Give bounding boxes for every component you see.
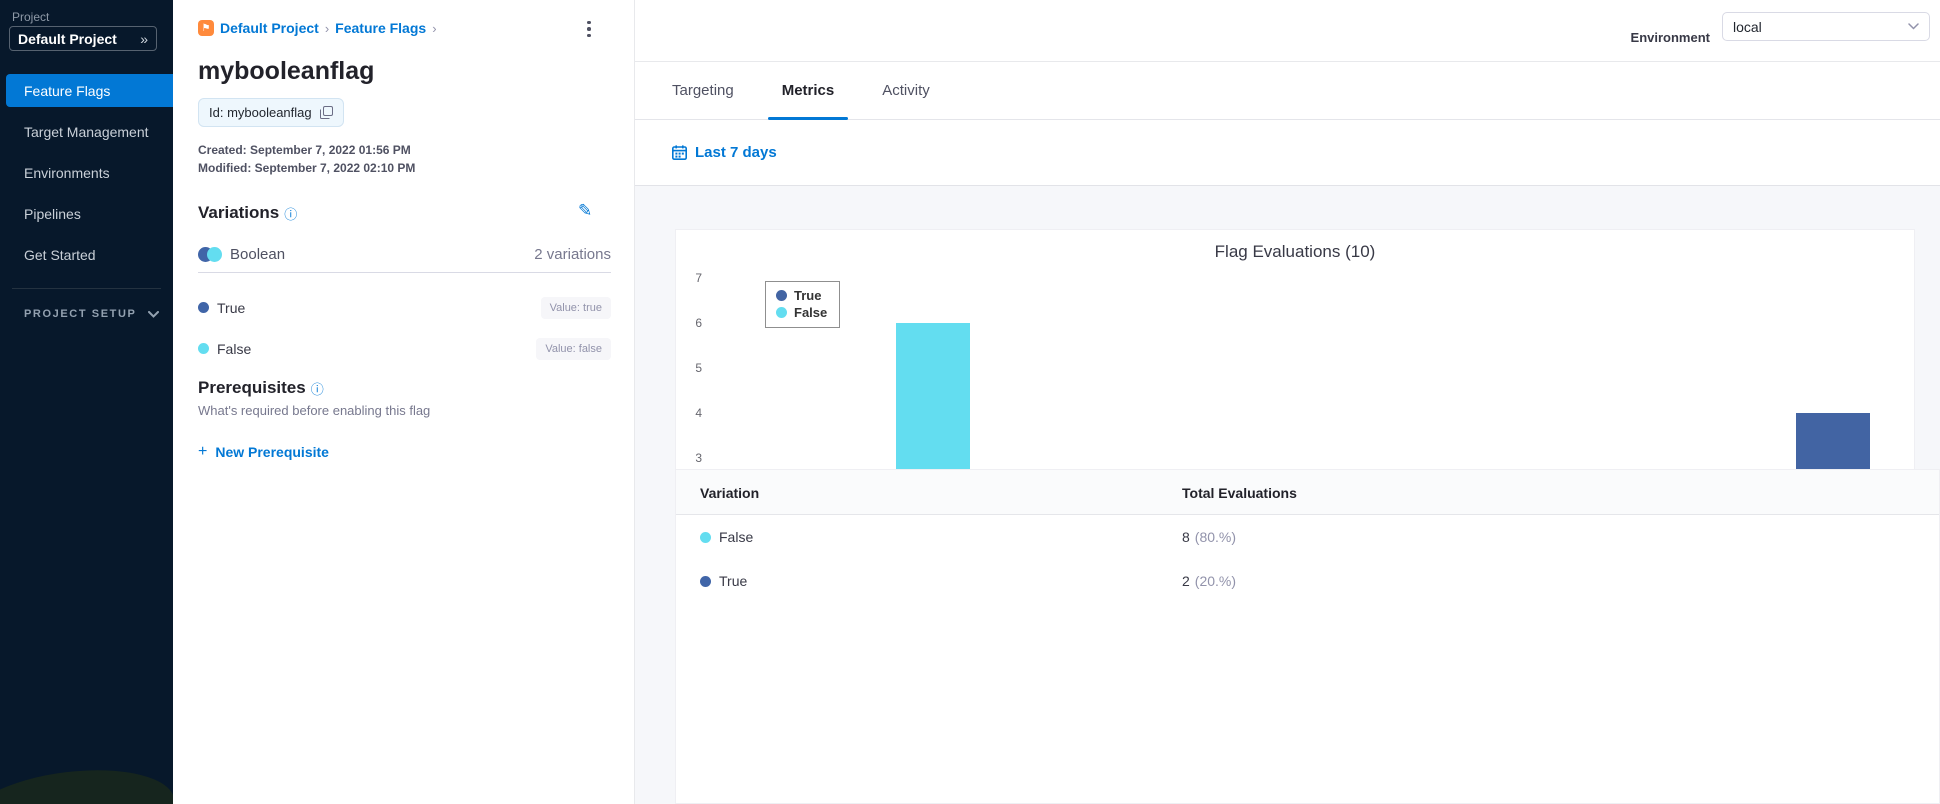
tab-targeting[interactable]: Targeting <box>672 82 734 99</box>
legend-dot <box>776 290 787 301</box>
variation-name: False <box>217 340 252 357</box>
sidebar-item-environments[interactable]: Environments <box>24 164 110 181</box>
sidebar-item-feature-flags[interactable]: Feature Flags <box>6 74 173 107</box>
info-icon[interactable]: ⓘ <box>310 381 324 397</box>
table-row-false: False 8 (80.%) <box>676 515 1939 559</box>
variation-color-dot <box>700 531 711 543</box>
y-axis-tick: 4 <box>695 406 702 420</box>
total-count: 2 <box>1182 573 1190 589</box>
environment-bar: Environment local <box>635 0 1940 62</box>
prerequisites-heading: Prerequisites <box>198 378 306 397</box>
sidebar-section-project-setup[interactable]: PROJECT SETUP <box>24 308 159 320</box>
flag-title: mybooleanflag <box>198 57 375 85</box>
prerequisites-description: What's required before enabling this fla… <box>198 403 431 418</box>
table-header-variation: Variation <box>700 484 760 501</box>
sidebar-item-target-management[interactable]: Target Management <box>24 123 149 140</box>
table-cell-total: 8 (80.%) <box>1182 515 1236 559</box>
legend-item-true[interactable]: True <box>776 287 827 304</box>
table-cell-variation: True <box>700 559 747 603</box>
variation-row-false: False Value: false <box>198 328 611 369</box>
breadcrumb-link-feature-flags[interactable]: Feature Flags <box>335 20 427 36</box>
project-selector-value: Default Project <box>18 30 117 47</box>
project-sidebar: Project Default Project » Feature Flags T… <box>0 0 173 804</box>
environment-select-value: local <box>1733 18 1762 35</box>
variation-color-dot <box>700 575 711 587</box>
variation-count: 2 variations <box>534 246 611 263</box>
sidebar-divider <box>12 288 161 289</box>
sidebar-nav: Feature Flags Target Management Environmen… <box>0 74 173 279</box>
y-axis-tick: 3 <box>695 451 702 465</box>
breadcrumb-link-project[interactable]: Default Project <box>220 20 319 36</box>
variation-row-true: True Value: true <box>198 287 611 328</box>
total-count: 8 <box>1182 529 1190 545</box>
sidebar-item-pipelines[interactable]: Pipelines <box>24 205 81 222</box>
metrics-region: Environment local Targeting Metrics Activi… <box>635 0 1940 804</box>
legend-item-false[interactable]: False <box>776 304 827 321</box>
flag-id-text: Id: mybooleanflag <box>209 105 312 120</box>
breadcrumb-separator: › <box>324 20 330 36</box>
table-header-total: Total Evaluations <box>1182 484 1297 501</box>
variation-list: True Value: true False Value: false <box>198 287 611 369</box>
filter-bar: Last 7 days <box>635 120 1940 186</box>
breadcrumb: ⚑ Default Project › Feature Flags › <box>198 20 437 36</box>
chevron-down-icon <box>148 310 159 318</box>
variation-type-label: Boolean <box>230 246 286 263</box>
variations-heading: Variations <box>198 203 280 222</box>
edit-variations-icon[interactable]: ✎ <box>578 201 593 220</box>
tab-metrics[interactable]: Metrics <box>767 62 849 120</box>
variation-color-dot <box>198 302 209 313</box>
table-cell-variation: False <box>700 515 753 559</box>
legend-label: True <box>794 288 822 303</box>
y-axis-tick: 6 <box>695 316 702 330</box>
project-setup-label: PROJECT SETUP <box>24 308 137 320</box>
new-prerequisite-button[interactable]: + New Prerequisite <box>198 443 329 461</box>
project-selector[interactable]: Default Project » <box>9 26 157 51</box>
variation-value-chip: Value: false <box>536 337 611 360</box>
table-cell-total: 2 (20.%) <box>1182 559 1236 603</box>
flag-created-date: Created: September 7, 2022 01:56 PM <box>198 143 411 157</box>
breadcrumb-separator: › <box>432 20 437 36</box>
table-body: False 8 (80.%) True 2 (20.%) <box>676 515 1939 603</box>
plus-icon: + <box>198 443 208 460</box>
flag-modified-date: Modified: September 7, 2022 02:10 PM <box>198 161 416 175</box>
variation-type-row: Boolean 2 variations <box>198 246 611 263</box>
environment-select[interactable]: local <box>1722 12 1930 41</box>
chart-title: Flag Evaluations (10) <box>1214 242 1376 261</box>
project-label: Project <box>12 10 50 24</box>
double-chevron-icon: » <box>140 30 148 47</box>
flag-options-menu-button[interactable] <box>578 18 600 40</box>
divider <box>198 272 611 273</box>
copy-icon[interactable] <box>319 106 333 119</box>
legend-label: False <box>794 305 828 320</box>
variation-name: True <box>719 573 748 589</box>
date-range-filter[interactable]: Last 7 days <box>672 144 777 161</box>
tab-bar: Targeting Metrics Activity <box>635 62 1940 120</box>
table-row-true: True 2 (20.%) <box>676 559 1939 603</box>
variation-value-chip: Value: true <box>540 296 611 319</box>
variation-name: False <box>719 529 754 545</box>
tab-activity[interactable]: Activity <box>882 82 930 99</box>
calendar-icon <box>672 145 687 160</box>
variation-name: True <box>217 299 246 316</box>
flag-id-chip[interactable]: Id: mybooleanflag <box>198 98 344 127</box>
flag-detail-panel: ⚑ Default Project › Feature Flags › mybo… <box>173 0 635 804</box>
total-percent: (80.%) <box>1194 529 1237 545</box>
new-prerequisite-label: New Prerequisite <box>215 444 329 460</box>
boolean-type-icon <box>198 247 222 262</box>
environment-label: Environment <box>1630 30 1710 45</box>
evaluations-table: Variation Total Evaluations False 8 (80.%)… <box>675 469 1940 804</box>
feature-flags-module-icon: ⚑ <box>198 20 214 36</box>
legend-dot <box>776 307 787 318</box>
table-header-row: Variation Total Evaluations <box>676 470 1939 515</box>
sidebar-decoration <box>0 759 173 804</box>
chevron-down-icon <box>1908 23 1919 30</box>
y-axis-tick: 7 <box>695 271 702 285</box>
total-percent: (20.%) <box>1194 573 1237 589</box>
date-range-label: Last 7 days <box>695 144 777 161</box>
chart-legend[interactable]: True False <box>765 281 841 328</box>
y-axis-tick: 5 <box>695 361 702 375</box>
sidebar-item-get-started[interactable]: Get Started <box>24 246 96 263</box>
info-icon[interactable]: ⓘ <box>284 206 298 222</box>
variation-color-dot <box>198 343 209 354</box>
